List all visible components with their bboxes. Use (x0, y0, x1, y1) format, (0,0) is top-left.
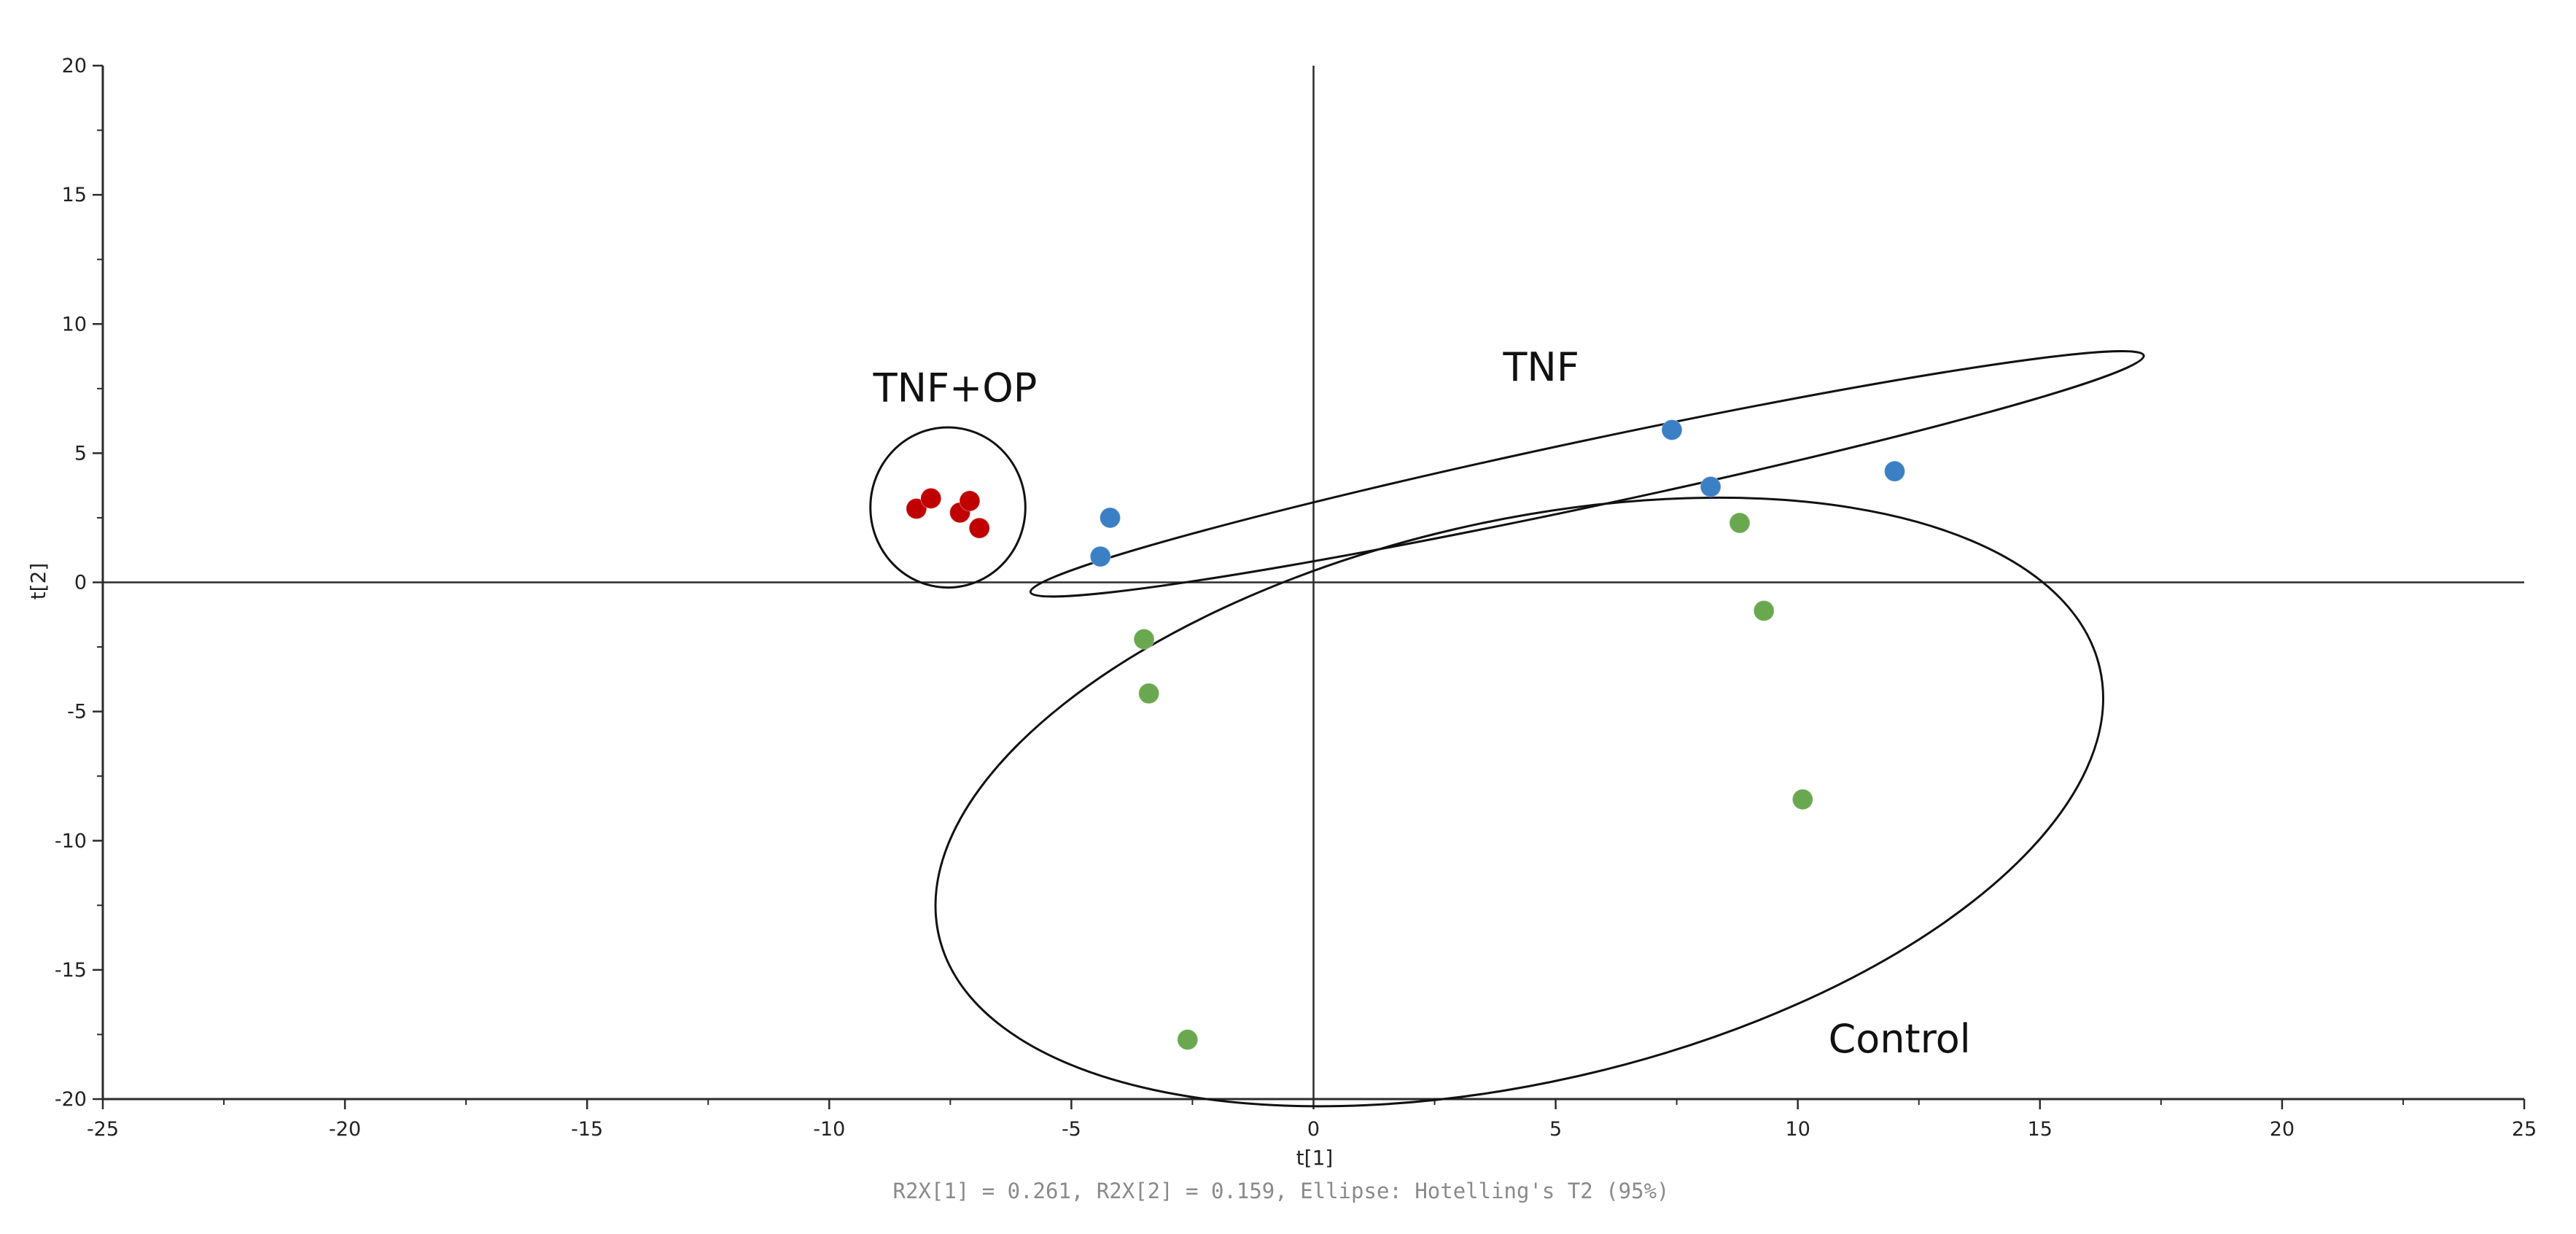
tnf-group-label: TNF (1502, 344, 1579, 390)
x-axis-title: t[1] (1296, 1146, 1334, 1170)
x-tick-label: -5 (1062, 1118, 1081, 1141)
axes (101, 66, 2524, 1101)
hotelling-ellipses (869, 350, 2145, 1108)
model-summary-footer: R2X[1] = 0.261, R2X[2] = 0.159, Ellipse:… (892, 1179, 1669, 1203)
y-tick-label: 0 (74, 572, 87, 594)
control-ellipse (934, 496, 2104, 1108)
tnf-op-point (920, 487, 942, 510)
y-tick-label: -5 (67, 701, 87, 723)
tnf-op-point (968, 517, 990, 539)
tnf-point (1661, 419, 1683, 441)
group-labels: TNF+OP TNF Control (873, 344, 1971, 1062)
x-tick-label: 15 (2028, 1118, 2052, 1141)
y-axis-title: t[2] (26, 563, 50, 600)
control-point (1753, 599, 1775, 622)
control-point (1177, 1028, 1199, 1051)
control-point (1791, 788, 1814, 810)
tnf-op-group-label: TNF+OP (873, 365, 1038, 411)
x-tick-label: -15 (571, 1118, 603, 1141)
tnf-point (1700, 476, 1721, 498)
x-tick-label: 0 (1307, 1118, 1320, 1141)
tnf-point (1883, 460, 1906, 482)
control-point (1133, 628, 1155, 651)
control-group-label: Control (1829, 1016, 1971, 1062)
x-tick-label: 20 (2270, 1118, 2295, 1141)
x-tick-label: -20 (329, 1118, 361, 1141)
y-tick-label: -15 (55, 959, 87, 982)
x-tick-label: -10 (813, 1118, 845, 1141)
y-tick-label: 20 (62, 55, 87, 77)
x-tick-label: 5 (1549, 1118, 1562, 1141)
y-tick-label: 15 (62, 184, 87, 206)
tnf-op-point (959, 490, 981, 512)
x-tick-label: 25 (2512, 1118, 2537, 1141)
y-tick-label: 10 (62, 313, 87, 335)
control-point (1729, 512, 1751, 534)
axis-ticks: -25 -20 -15 -10 -5 0 5 10 15 20 25-20-15-10-505101… (55, 55, 2537, 1141)
score-points (906, 419, 1906, 1051)
control-point (1137, 683, 1160, 705)
y-tick-label: 5 (74, 442, 87, 465)
y-tick-label: -20 (55, 1088, 87, 1111)
tnf-ellipse (1029, 350, 2145, 598)
tnf-op-ellipse (869, 426, 1027, 589)
tnf-op-point (906, 497, 927, 520)
tnf-point (1099, 507, 1121, 529)
tnf-point (1089, 546, 1112, 567)
y-tick-label: -10 (55, 830, 87, 853)
x-tick-label: -25 (87, 1118, 119, 1141)
x-tick-label: 10 (1786, 1118, 1810, 1141)
